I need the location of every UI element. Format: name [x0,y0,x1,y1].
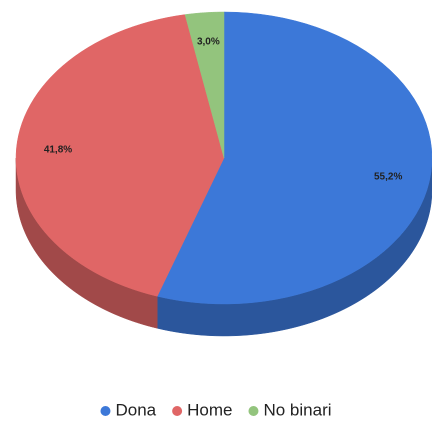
value-label: 3,0% [197,36,220,47]
legend-marker [100,406,111,416]
value-label: 41,8% [44,145,72,156]
slice [156,11,432,305]
legend-marker [172,406,183,416]
legend: Dona Home No binari [100,400,332,419]
legend-label: No binari [263,400,331,419]
legend-marker [248,406,259,416]
value-label: 55,2% [374,172,402,183]
slice [184,11,225,159]
legend-label: Home [187,400,232,419]
legend-label: Dona [115,400,156,419]
slice [15,14,225,297]
